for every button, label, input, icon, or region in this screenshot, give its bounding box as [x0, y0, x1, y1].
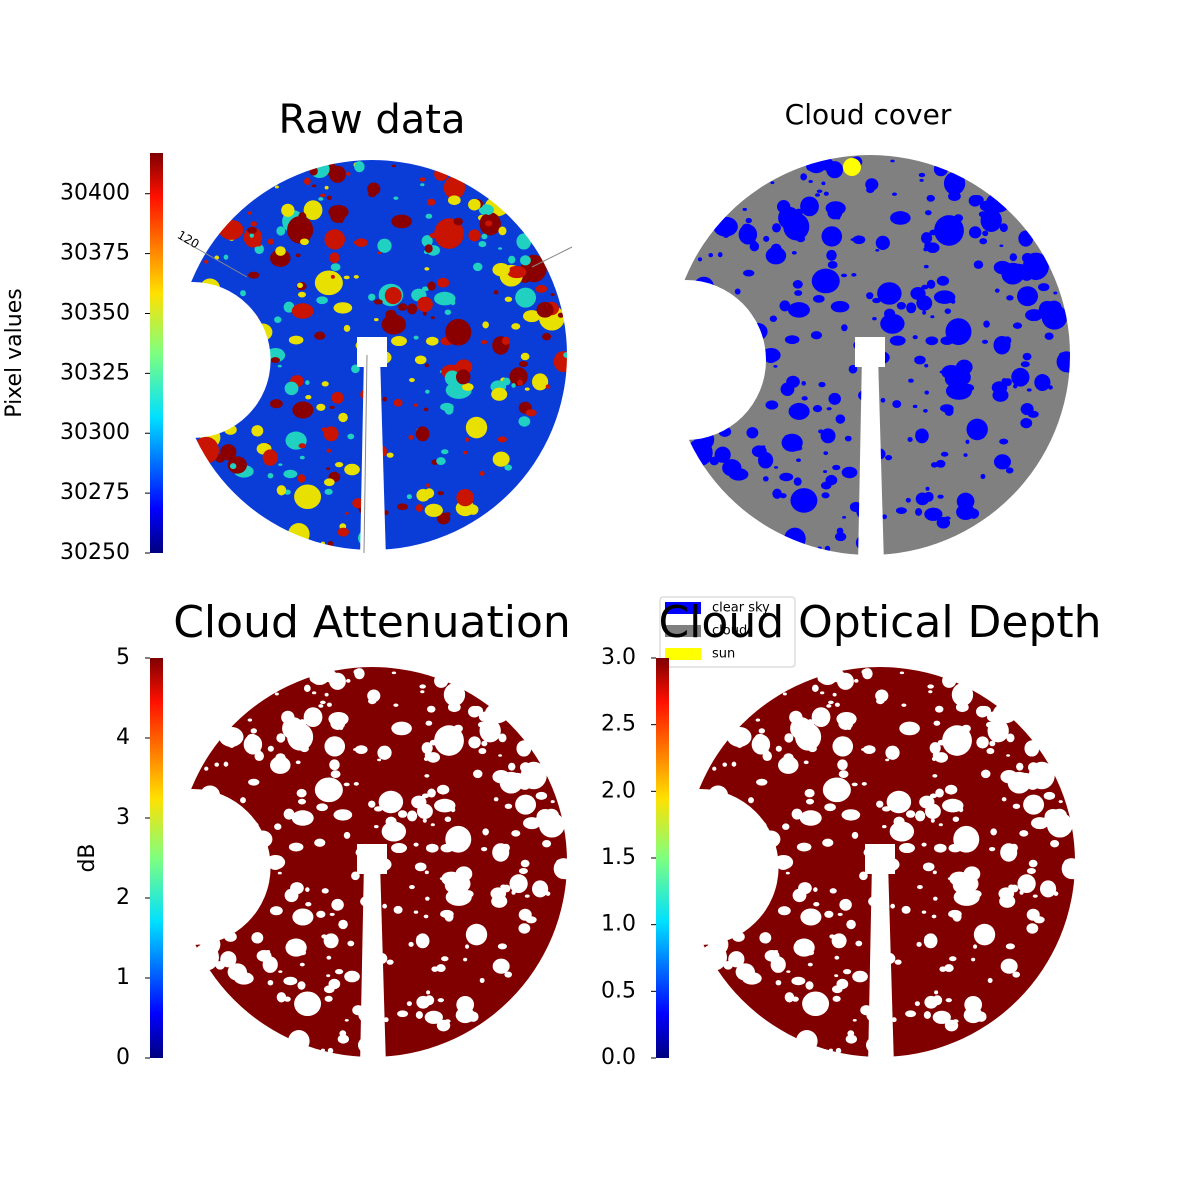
colorbar-tick-label: 1 [116, 965, 130, 990]
sky-image [683, 667, 1082, 1057]
colorbar-label: Pixel values [2, 288, 27, 417]
colorbar-tick-label: 0.0 [601, 1045, 636, 1070]
legend-swatch [665, 625, 701, 637]
colorbar [656, 658, 669, 1058]
legend-label: clear sky [712, 601, 770, 616]
legend-swatch [665, 602, 701, 614]
panel: Cloud cover clear sky cloud sun [659, 98, 1077, 668]
panel-title: Cloud cover [785, 98, 952, 131]
guide-line [363, 354, 368, 554]
colorbar-tick-label: 2.5 [601, 712, 636, 737]
panel: Cloud Optical Depth 0.0 0.5 1.0 1.5 2.0 2.5 3.0 [601, 597, 1102, 1070]
legend-swatch [665, 648, 701, 660]
colorbar-tick-label: 3 [116, 805, 130, 830]
colorbar-tick-label: 1.5 [601, 845, 636, 870]
legend-label: sun [712, 647, 735, 662]
colorbar-tick-label: 30300 [60, 420, 130, 445]
guide-line [531, 246, 573, 268]
colorbar-tick-label: 30325 [60, 360, 130, 385]
colorbar-tick-label: 4 [116, 725, 130, 750]
colorbar-tick-label: 30350 [60, 300, 130, 325]
panel: Cloud Attenuation 0 1 2 3 4 5 dB [75, 597, 574, 1070]
panel: Raw data12030250302753030030325303503037… [2, 97, 574, 565]
colorbar-tick-label: 30375 [60, 241, 130, 266]
colorbar-tick-label: 30275 [60, 480, 130, 505]
guide-line [181, 239, 248, 278]
colorbar-tick-label: 0.5 [601, 978, 636, 1003]
colorbar [150, 658, 163, 1058]
panel-title: Raw data [279, 97, 466, 143]
colorbar-tick-label: 2.0 [601, 778, 636, 803]
sky-image [175, 160, 574, 550]
colorbar-tick-label: 2 [116, 885, 130, 910]
colorbar-tick-label: 30250 [60, 540, 130, 565]
colorbar-tick-label: 5 [116, 645, 130, 670]
panel-title: Cloud Optical Depth [658, 597, 1101, 648]
colorbar-tick-label: 1.0 [601, 912, 636, 937]
sky-image [668, 155, 1077, 555]
colorbar-tick-label: 3.0 [601, 645, 636, 670]
sun-marker [843, 158, 861, 176]
colorbar-tick-label: 30400 [60, 181, 130, 206]
legend-label: cloud [712, 624, 747, 639]
colorbar [150, 153, 163, 553]
panel-title: Cloud Attenuation [173, 597, 571, 648]
colorbar-tick-label: 0 [116, 1045, 130, 1070]
colorbar-label: dB [75, 843, 100, 872]
sky-image [175, 667, 574, 1057]
